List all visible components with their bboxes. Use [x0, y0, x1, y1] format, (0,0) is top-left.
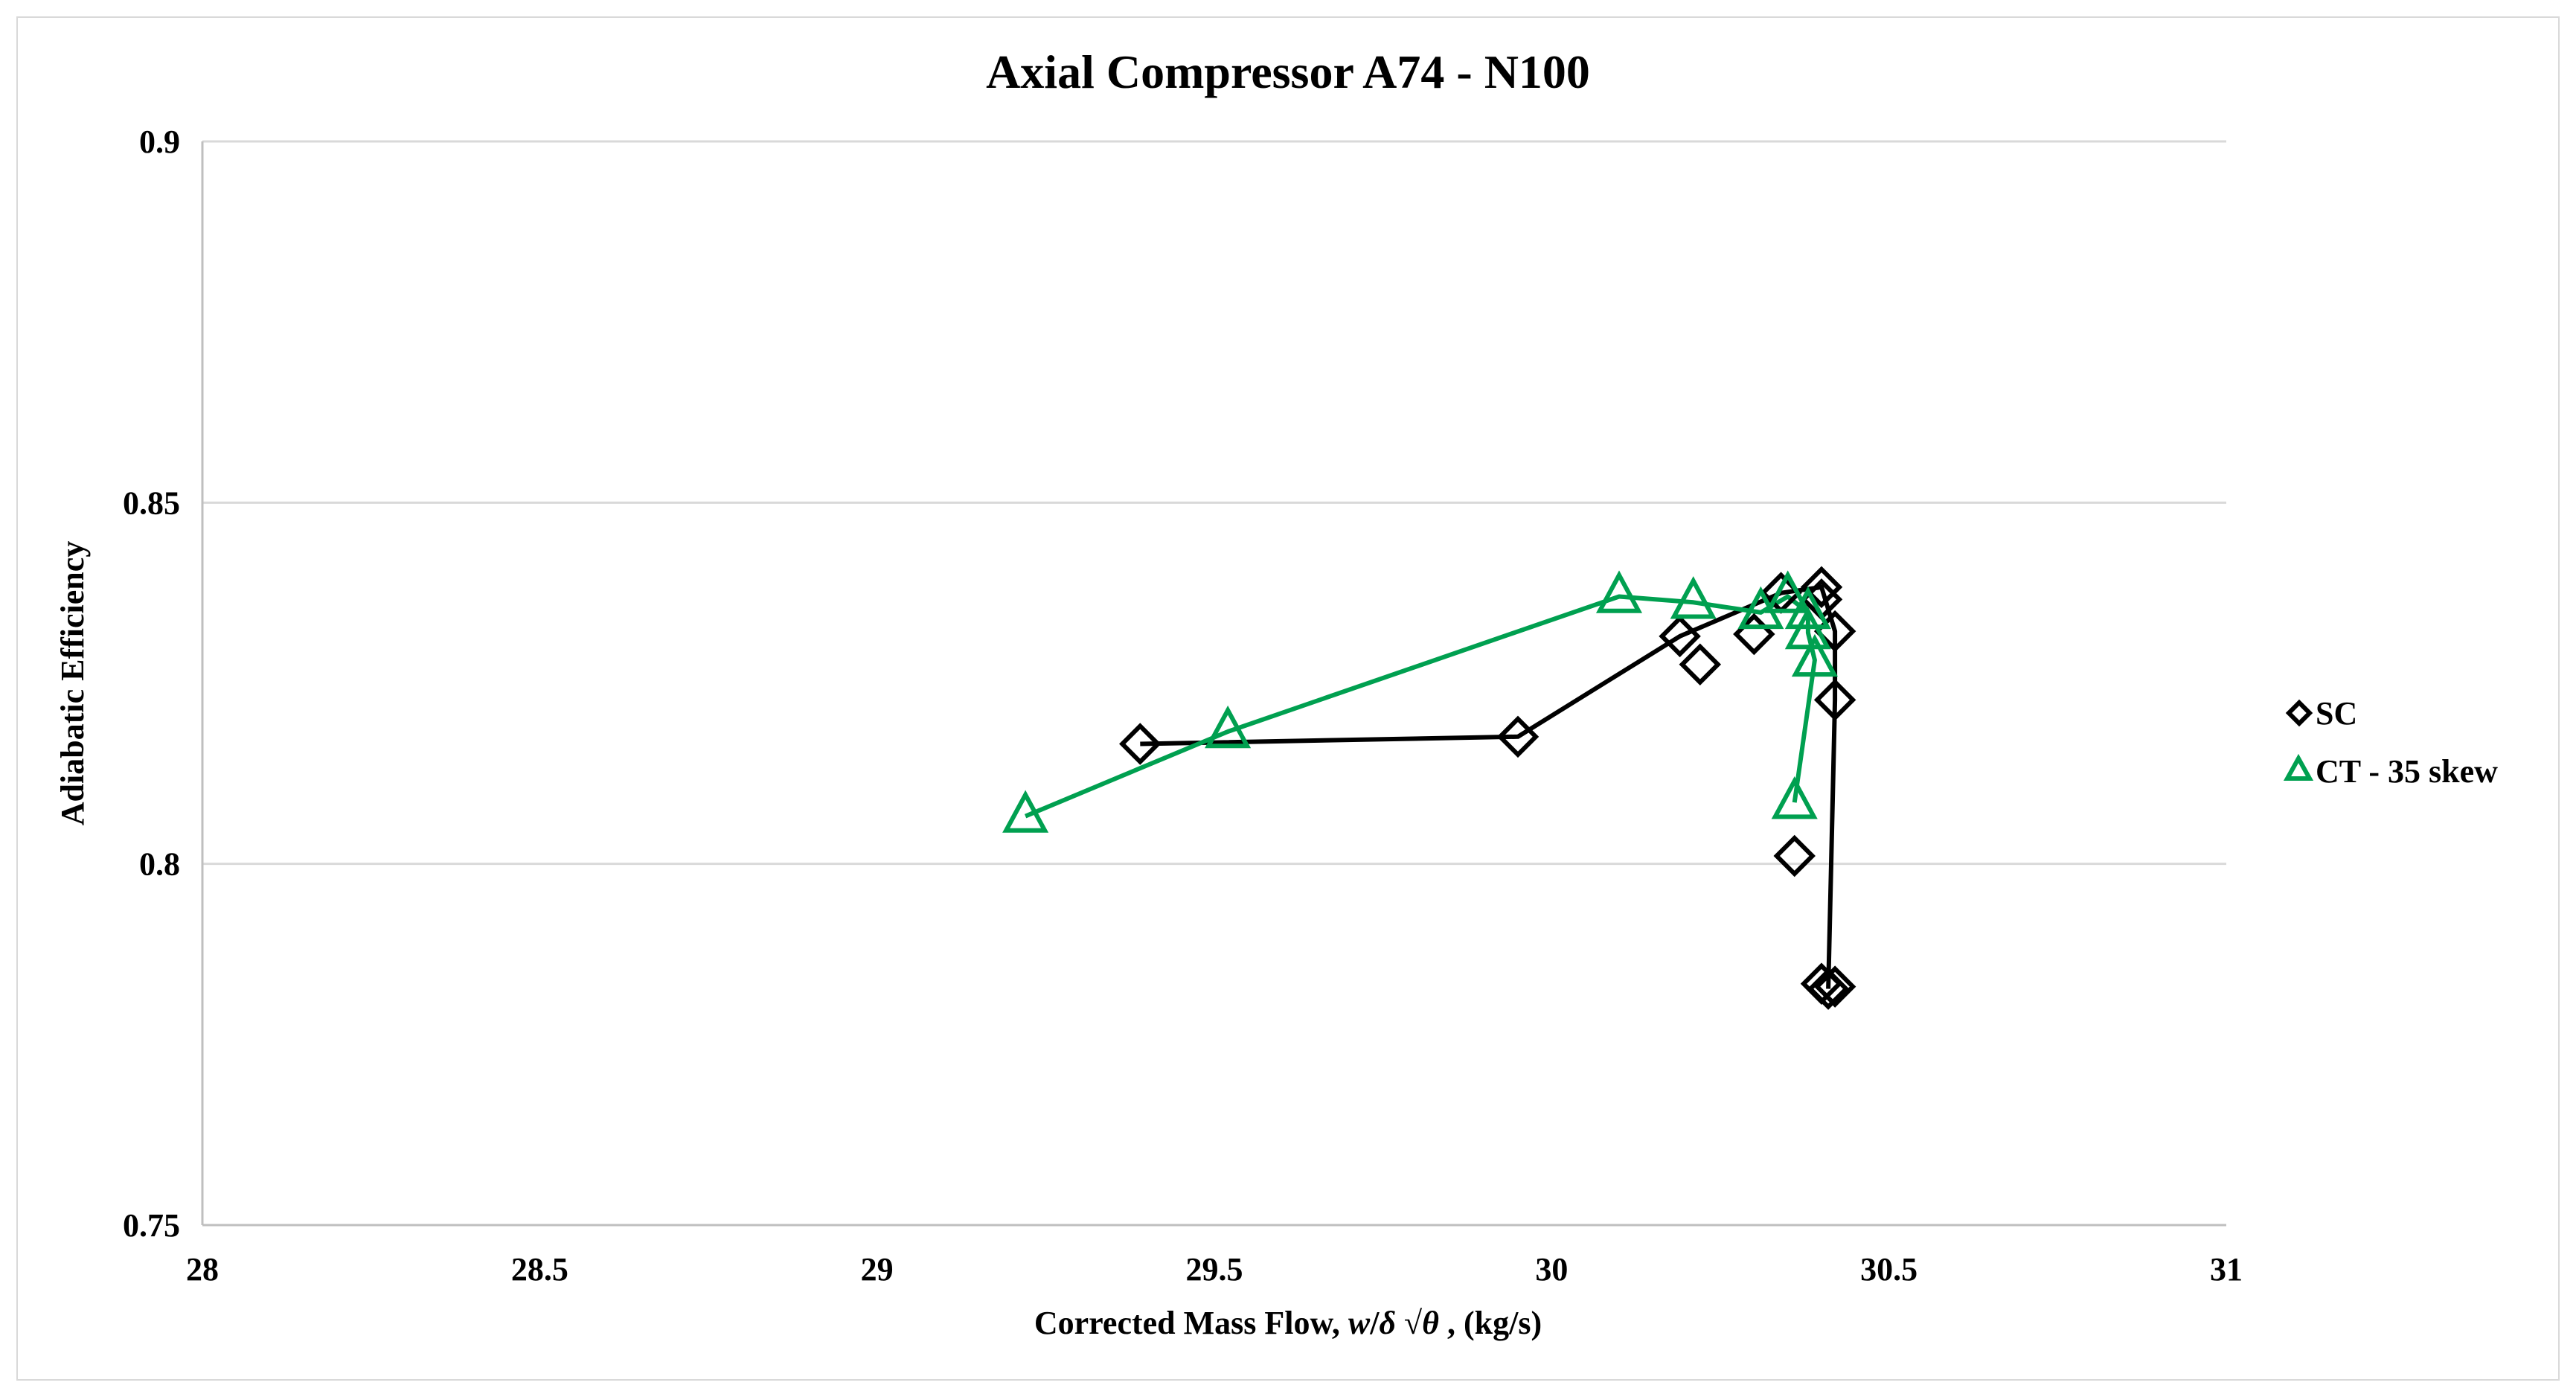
y-tick-label: 0.9 [139, 124, 180, 160]
x-tick-label: 28.5 [511, 1251, 568, 1288]
axes [201, 141, 2226, 1227]
y-tick-label: 0.8 [139, 846, 180, 883]
series-markers [1002, 566, 1856, 1010]
legend: SC CT - 35 skew [2283, 695, 2498, 790]
ct-data-point [1771, 776, 1818, 819]
sc-data-point [1119, 723, 1162, 765]
ct-data-point [1595, 570, 1643, 613]
legend-item-sc: SC [2285, 695, 2357, 732]
sc-data-point [1800, 566, 1843, 609]
x-tick-label: 28 [186, 1251, 219, 1288]
x-tick-label: 29.5 [1186, 1251, 1243, 1288]
sc-data-point [1496, 715, 1539, 758]
y-axis-label: Adiabatic Efficiency [54, 541, 91, 826]
chart-title: Axial Compressor A74 - N100 [986, 45, 1590, 98]
y-tick-label: 0.75 [123, 1207, 180, 1244]
sc-data-point [1733, 613, 1775, 656]
x-tick-label: 29 [861, 1251, 894, 1288]
x-tick-label: 30.5 [1860, 1251, 1917, 1288]
x-tick-label: 31 [2210, 1251, 2243, 1288]
legend-label-ct: CT - 35 skew [2316, 753, 2498, 790]
x-tick-labels: 28 28.5 29 29.5 30 30.5 31 [186, 1251, 2243, 1288]
ct-data-point [1002, 790, 1049, 833]
x-axis-label: Corrected Mass Flow, w/δ √θ , (kg/s) [1034, 1305, 1542, 1341]
chart-frame [16, 16, 2560, 1381]
legend-diamond-marker [2285, 699, 2313, 727]
ct-data-point [1784, 586, 1831, 630]
sc-data-point [1800, 962, 1843, 1006]
ct-data-point [1791, 633, 1838, 677]
sc-data-point [1773, 834, 1816, 877]
ct-data-point [1205, 705, 1252, 749]
y-tick-labels: 0.75 0.8 0.85 0.9 [123, 124, 180, 1244]
grid [202, 140, 2226, 866]
y-tick-label: 0.85 [123, 485, 180, 521]
ct-data-point [1670, 576, 1717, 619]
sc-data-point [1813, 965, 1856, 1008]
sc-data-point [1813, 679, 1856, 721]
legend-item-ct: CT - 35 skew [2283, 753, 2498, 790]
sc-series-line [1140, 584, 1838, 989]
series-lines [1024, 584, 1838, 989]
sc-data-point [1659, 615, 1701, 658]
legend-triangle-marker [2283, 753, 2314, 781]
ct-data-point [1764, 570, 1811, 613]
legend-label-sc: SC [2316, 695, 2357, 732]
x-tick-label: 30 [1535, 1251, 1568, 1288]
sc-data-point [1679, 643, 1722, 686]
